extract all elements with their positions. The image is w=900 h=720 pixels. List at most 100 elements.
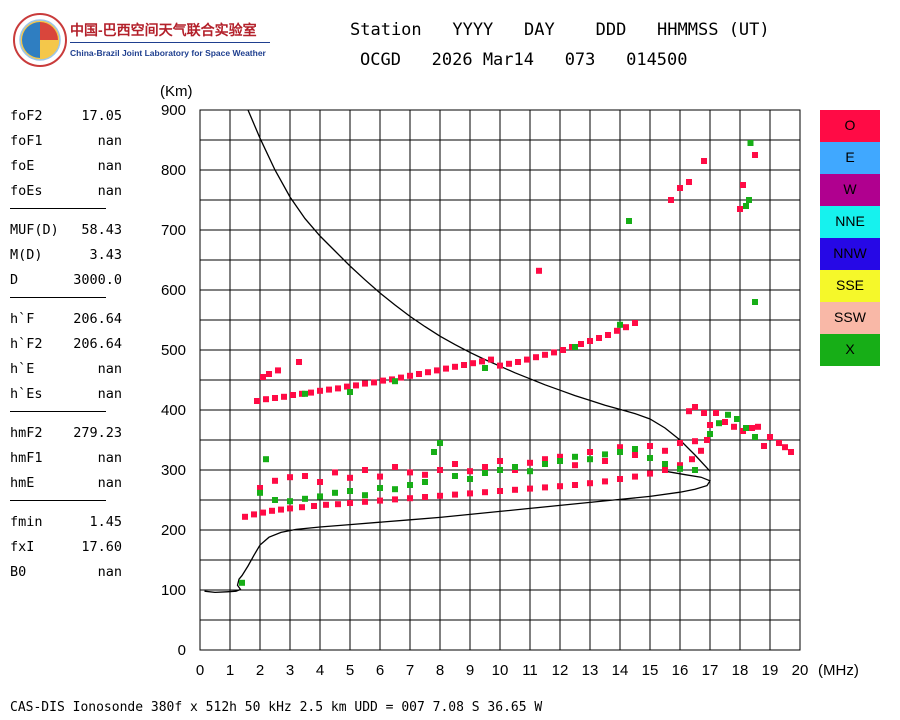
echo-point [506, 360, 512, 367]
x-tick-label: 6 [376, 662, 384, 679]
param-value: 279.23 [73, 425, 122, 441]
echo-point [335, 385, 341, 392]
param-value: 206.64 [73, 336, 122, 352]
logo-chinese-name: 中国-巴西空间天气联合实验室 [70, 22, 257, 38]
echo-point [677, 440, 683, 446]
param-value: nan [97, 475, 122, 491]
echo-point [605, 332, 611, 338]
x-tick-label: 13 [582, 662, 599, 679]
echo-point [461, 362, 467, 368]
header-values: OCGD 2026 Mar14 073 014500 [360, 50, 688, 70]
echo-point [752, 434, 758, 440]
echo-point [482, 489, 488, 496]
echo-point [479, 358, 485, 365]
x-tick-label: 4 [316, 662, 324, 679]
echo-point [677, 185, 683, 191]
param-row: MUF(D) 58.43 [10, 222, 150, 247]
param-key: h`E [10, 361, 35, 377]
echo-point [647, 443, 653, 449]
echo-point [470, 360, 476, 367]
param-row: M(D) 3.43 [10, 247, 150, 272]
param-separator [10, 500, 106, 507]
echo-point [617, 449, 623, 455]
param-row: B0 nan [10, 564, 150, 589]
echo-point [647, 455, 653, 461]
echo-point [422, 494, 428, 500]
y-tick-labels: 0 100 200 300 400 500 600 700 800 900 [161, 102, 186, 659]
legend-item-nne: NNE [820, 206, 880, 238]
echo-point [761, 443, 767, 449]
param-row: D 3000.0 [10, 272, 150, 297]
param-value: nan [97, 564, 122, 580]
echo-point [747, 140, 754, 146]
param-key: fxI [10, 539, 35, 555]
param-value: nan [97, 361, 122, 377]
echo-point [260, 374, 266, 380]
echo-point [467, 468, 473, 475]
echo-point [254, 398, 260, 404]
param-key: hmE [10, 475, 35, 491]
echo-point [422, 479, 428, 485]
echo-point [692, 467, 698, 473]
echo-point [239, 579, 245, 586]
echo-point [272, 497, 278, 503]
x-tick-label: 3 [286, 662, 294, 679]
curve-virtual-height-profile [204, 470, 711, 594]
echo-point [647, 470, 653, 477]
legend-item-ssw: SSW [820, 302, 880, 334]
echo-point [281, 393, 287, 400]
echo-point [392, 464, 398, 470]
legend-item-e: E [820, 142, 880, 174]
echo-point [707, 431, 713, 437]
echo-point [482, 464, 488, 470]
echo-point [752, 152, 758, 158]
echo-point [407, 495, 413, 502]
echo-point [362, 467, 368, 473]
param-separator [10, 297, 106, 304]
param-row: foF2 17.05 [10, 108, 150, 133]
echo-point [662, 447, 668, 454]
echo-point [698, 447, 704, 454]
echo-point [515, 359, 521, 365]
echo-point [524, 356, 530, 363]
param-key: foF2 [10, 108, 43, 124]
echo-point [701, 410, 707, 416]
y-tick-label: 400 [161, 402, 186, 419]
echo-point [467, 490, 473, 497]
x-tick-label: 0 [196, 662, 204, 679]
x-tick-label: 15 [642, 662, 659, 679]
param-value: 206.64 [73, 311, 122, 327]
param-key: B0 [10, 564, 27, 580]
param-value: nan [97, 158, 122, 174]
echo-point [551, 349, 557, 356]
param-row: h`F 206.64 [10, 311, 150, 336]
echo-point [296, 359, 302, 365]
echo-point [602, 478, 608, 485]
param-row: fmin 1.45 [10, 514, 150, 539]
echo-point [689, 456, 695, 463]
echo-point [557, 458, 563, 464]
echo-point [536, 267, 542, 274]
logo-divider [70, 42, 270, 43]
param-key: hmF2 [10, 425, 43, 441]
y-tick-label: 500 [161, 342, 186, 359]
x-tick-label: 17 [702, 662, 719, 679]
echo-point [632, 320, 638, 326]
x-tick-label: 7 [406, 662, 414, 679]
param-key: h`F [10, 311, 35, 327]
echo-point [482, 470, 488, 476]
echo-point [752, 299, 758, 305]
echo-point [725, 411, 731, 418]
legend-item-nnw: NNW [820, 238, 880, 270]
param-row: hmF1 nan [10, 450, 150, 475]
echo-point [437, 467, 443, 473]
param-value: 17.05 [81, 108, 122, 124]
echo-point [467, 476, 473, 482]
echo-point [326, 386, 332, 393]
echo-point [452, 363, 458, 370]
echo-point [452, 491, 458, 498]
echo-point [596, 335, 602, 341]
param-key: h`F2 [10, 336, 43, 352]
echo-point [587, 456, 593, 463]
echo-point [380, 377, 386, 384]
